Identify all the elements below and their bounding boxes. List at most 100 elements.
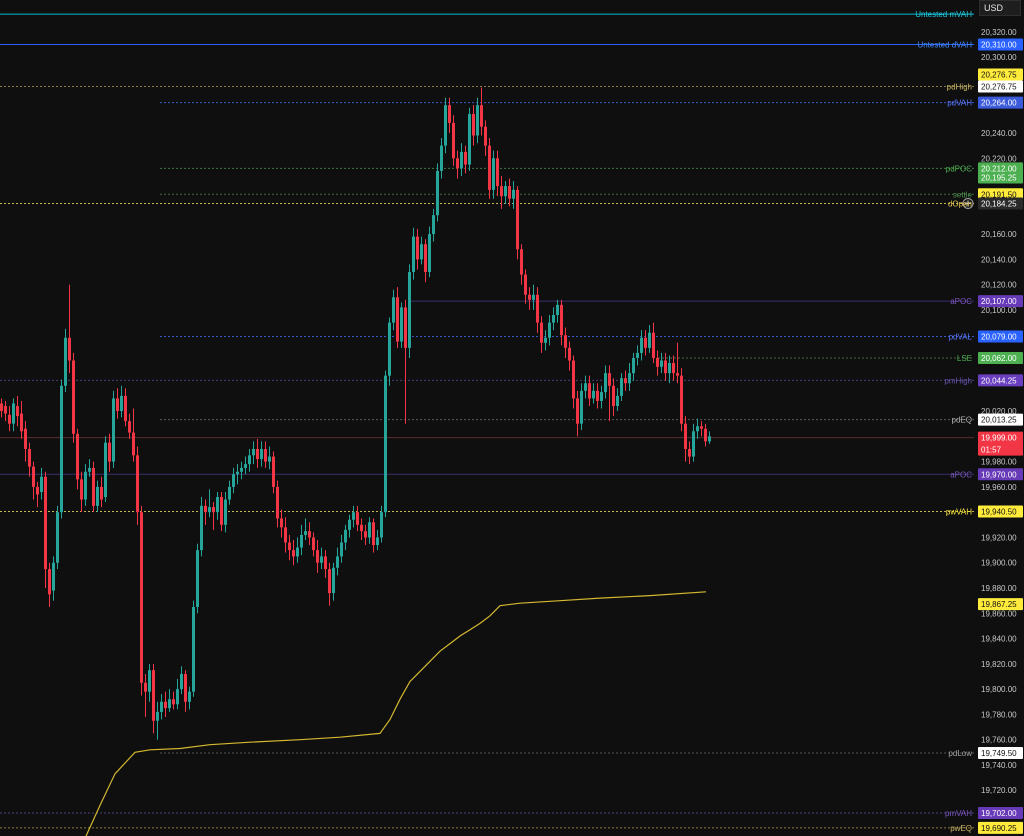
price-tick-label: 19,880.00 [981, 584, 1017, 593]
candle-body [564, 335, 567, 348]
candle-body [432, 215, 435, 235]
candle-body [84, 471, 87, 500]
candle-body [48, 569, 51, 595]
candle-body [276, 486, 279, 519]
candle-body [668, 363, 671, 374]
candle-body [648, 332, 651, 348]
candle-body [248, 455, 251, 465]
price-tick-label: 19,820.00 [981, 660, 1017, 669]
candle-body [612, 385, 615, 406]
candle-body [256, 448, 259, 460]
price-tag-label: 20,191.50 [981, 190, 1017, 199]
vwap-path [85, 591, 707, 836]
level-label: aPOC [950, 297, 972, 306]
candle-body [428, 234, 431, 273]
candle-body [608, 373, 611, 386]
candle-body [388, 322, 391, 376]
candle-body [220, 497, 223, 525]
price-tick-label: 20,320.00 [981, 28, 1017, 37]
price-tick-label: 20,100.00 [981, 306, 1017, 315]
level-label: LSE [957, 354, 972, 363]
candle-body [484, 126, 487, 146]
price-tick-label: 19,920.00 [981, 533, 1017, 542]
price-tag-label: 19,702.00 [981, 809, 1017, 818]
candle-body [172, 699, 175, 705]
candle-body [100, 486, 103, 500]
candle-body [104, 442, 107, 498]
candle-body [320, 556, 323, 563]
candle-body [4, 405, 7, 414]
price-tag [978, 413, 1023, 426]
price-tag [978, 162, 1023, 175]
candle-body [680, 375, 683, 424]
price-tick-label: 19,900.00 [981, 559, 1017, 568]
price-tag-label: 20,107.00 [981, 297, 1017, 306]
candle-body [616, 395, 619, 406]
candle-body [528, 294, 531, 300]
candle-body [656, 357, 659, 367]
candle-body [488, 145, 491, 190]
price-tag [978, 351, 1023, 364]
candle-body [336, 556, 339, 568]
candle-body [184, 673, 187, 702]
candle-body [36, 486, 39, 495]
candle-body [684, 423, 687, 449]
candle-body [308, 531, 311, 538]
candle-body [232, 474, 235, 487]
price-tag [978, 188, 1023, 201]
candle-body [272, 456, 275, 487]
candle-body [380, 512, 383, 538]
candle-body [312, 537, 315, 551]
candle-body [448, 105, 451, 123]
candle-body [652, 332, 655, 358]
candle-body [640, 337, 643, 353]
price-tag-label: 20,264.00 [981, 99, 1017, 108]
level-label: settle [953, 190, 973, 199]
candle-body [300, 534, 303, 548]
candle-body [644, 337, 647, 348]
candle-body [144, 682, 147, 692]
candle-body [524, 274, 527, 295]
candle-body [292, 550, 295, 557]
candle-body [176, 689, 179, 705]
candle-body [660, 360, 663, 367]
candle-body [240, 467, 243, 472]
candle-body [60, 385, 63, 513]
candle-body [148, 670, 151, 692]
candle-body [412, 236, 415, 273]
candle-body [596, 390, 599, 401]
candle-body [212, 507, 215, 513]
level-label: pwVAH [946, 508, 972, 517]
price-tag-label: 19,867.25 [981, 600, 1017, 609]
candle-body [280, 518, 283, 528]
candle-body [624, 378, 627, 384]
currency-button[interactable]: USD [979, 0, 1021, 16]
candle-body [576, 398, 579, 424]
candle-body [592, 390, 595, 399]
candle-body [416, 236, 419, 260]
candle-body [572, 360, 575, 399]
candle-body [588, 383, 591, 399]
candle-body [216, 497, 219, 513]
candle-body [420, 244, 423, 260]
candle-body [532, 294, 535, 300]
candle-body [440, 145, 443, 171]
price-tag-label: 20,310.00 [981, 41, 1017, 50]
level-label: pdVAL [949, 332, 973, 341]
candle-body [548, 322, 551, 338]
price-tag [978, 374, 1023, 387]
candle-body [456, 158, 459, 169]
price-tag-label: 20,044.25 [981, 376, 1017, 385]
price-tick-label: 19,840.00 [981, 635, 1017, 644]
candle-body [180, 673, 183, 690]
price-tag-label: 20,184.25 [981, 199, 1017, 208]
candle-body [552, 314, 555, 323]
candle-body [188, 691, 191, 702]
candle-body [452, 122, 455, 159]
level-label: aPOC [950, 470, 972, 479]
candle-body [12, 403, 15, 424]
vwap-line [85, 591, 707, 836]
price-axis[interactable]: 20,320.00 20,300.00 20,240.00 20,220.00 20,1… [962, 0, 1024, 836]
